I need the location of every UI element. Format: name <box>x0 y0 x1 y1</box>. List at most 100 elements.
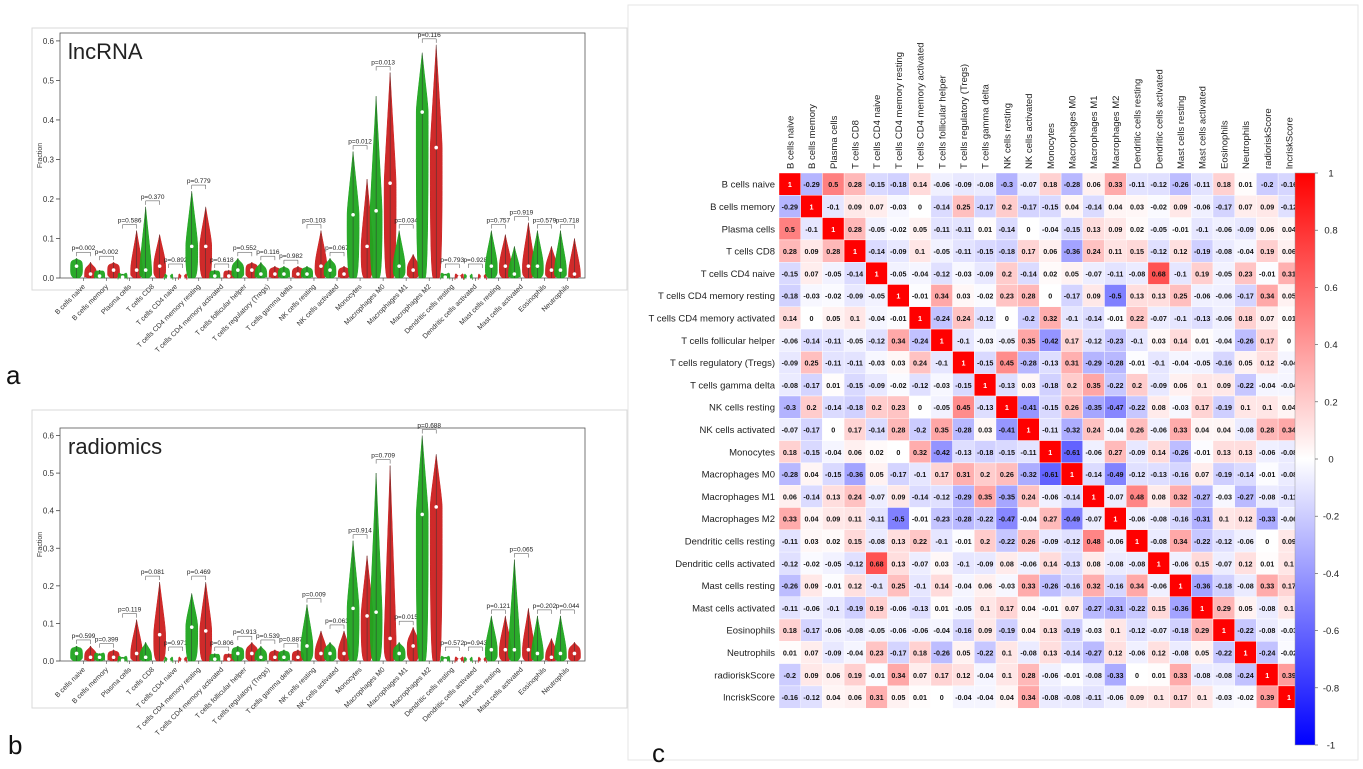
heatmap-value: 0.5 <box>785 225 795 234</box>
heatmap-value: 0.07 <box>913 671 927 680</box>
violin-median-point <box>512 647 517 652</box>
p-value-label: p=0.002 <box>95 249 119 256</box>
p-value-label: p=0.015 <box>394 614 418 621</box>
heatmap-value: -0.26 <box>1172 180 1188 189</box>
violin-median-point <box>305 272 309 276</box>
p-value-label: p=0.012 <box>348 139 372 146</box>
heatmap-value: -0.04 <box>912 269 928 278</box>
heatmap-value: 0.18 <box>913 648 927 657</box>
heatmap-value: 0.01 <box>913 693 927 702</box>
violin-median-point <box>143 268 148 272</box>
heatmap-value: -0.12 <box>847 559 863 568</box>
heatmap-value: -0.11 <box>869 515 885 524</box>
heatmap-value: -0.14 <box>1085 314 1101 323</box>
heatmap-value: -0.32 <box>1020 470 1036 479</box>
violin-median-point <box>97 274 102 278</box>
heatmap-value: -0.07 <box>912 559 928 568</box>
heatmap-value: -0.41 <box>1020 403 1036 412</box>
heatmap-value: 0.13 <box>1043 648 1057 657</box>
violin-median-point <box>282 272 286 276</box>
heatmap-value: -0.2 <box>784 671 796 680</box>
significance-bracket <box>491 609 506 614</box>
heatmap-value: -0.14 <box>825 403 841 412</box>
heatmap-value: -0.04 <box>977 693 993 702</box>
heatmap-value: 0.1 <box>1241 403 1251 412</box>
heatmap-value: 0.1 <box>1262 403 1272 412</box>
heatmap-row-label: NK cells activated <box>699 425 775 436</box>
heatmap-value: 0.03 <box>805 537 819 546</box>
heatmap-value: -0.16 <box>782 693 798 702</box>
heatmap-value: -0.29 <box>782 202 798 211</box>
violin-median-point <box>180 658 185 663</box>
heatmap-value: -0.24 <box>1259 648 1275 657</box>
heatmap-value: -0.5 <box>892 515 904 524</box>
heatmap-col-label: Mast cells activated <box>1198 86 1209 169</box>
heatmap-value: 0.05 <box>1239 604 1253 613</box>
heatmap-value: -0.04 <box>955 582 971 591</box>
heatmap-value: -0.28 <box>1020 359 1036 368</box>
colorbar-tick-label: 0.4 <box>1324 340 1337 351</box>
heatmap-value: -0.16 <box>1216 359 1232 368</box>
violin-median-point <box>558 651 563 656</box>
heatmap-value: -0.12 <box>1064 537 1080 546</box>
violin-median-point <box>111 268 116 272</box>
heatmap-value: 0.1 <box>1197 381 1207 390</box>
heatmap-value: 0.13 <box>1087 225 1101 234</box>
heatmap-value: -0.04 <box>1042 225 1058 234</box>
heatmap-value: 0.23 <box>1000 292 1014 301</box>
heatmap-value: 0.01 <box>1282 314 1296 323</box>
violin-median-point <box>157 264 162 268</box>
heatmap-value: -0.09 <box>782 359 798 368</box>
heatmap-value: -0.24 <box>912 336 928 345</box>
heatmap-value: -0.17 <box>1216 202 1232 211</box>
heatmap-value: 1 <box>1135 537 1139 546</box>
heatmap-value: -0.07 <box>1151 314 1167 323</box>
heatmap-value: 1 <box>896 292 900 301</box>
p-value-label: p=0.757 <box>486 218 510 225</box>
significance-bracket <box>168 646 183 651</box>
heatmap-value: 0.18 <box>1239 314 1253 323</box>
heatmap-value: -0.1 <box>827 202 839 211</box>
heatmap-value: -0.15 <box>977 247 993 256</box>
heatmap-value: 1 <box>940 336 944 345</box>
heatmap-value: -0.12 <box>934 492 950 501</box>
heatmap-row-label: NK cells resting <box>709 403 775 414</box>
heatmap-value: 1 <box>961 359 965 368</box>
violin-panel-a: lncRNA 0.0 0.1 0.2 0.3 0.4 0.5 0.6 Fraction p=0.0… <box>31 27 628 354</box>
violin-median-point <box>180 275 185 280</box>
heatmap-value: 0.05 <box>1065 269 1079 278</box>
p-value-label: p=0.044 <box>556 603 580 610</box>
heatmap-value: -0.11 <box>825 359 841 368</box>
heatmap-value: 0.15 <box>1195 559 1209 568</box>
heatmap-value: -0.35 <box>999 492 1015 501</box>
heatmap-value: -0.03 <box>890 202 906 211</box>
heatmap-value: -0.04 <box>825 448 841 457</box>
heatmap-value: 0.05 <box>826 314 840 323</box>
heatmap-value: -0.12 <box>868 336 884 345</box>
heatmap-value: 0.05 <box>1195 648 1209 657</box>
significance-bracket <box>375 66 391 71</box>
heatmap-value: -0.18 <box>977 448 993 457</box>
heatmap-col-label: Macrophages M2 <box>1111 96 1122 169</box>
heatmap-value: 0.13 <box>891 559 905 568</box>
heatmap-value: -0.1 <box>827 604 839 613</box>
heatmap-col-label: Monocytes <box>1046 123 1057 169</box>
violin-median-point <box>526 647 531 652</box>
heatmap-row-label: T cells CD4 memory activated <box>648 313 775 324</box>
heatmap-row-label: B cells memory <box>710 202 775 213</box>
violin-median-point <box>480 275 485 280</box>
violin-median-point <box>296 655 300 660</box>
heatmap-value: 0.03 <box>1152 336 1166 345</box>
heatmap-value: 0.04 <box>1022 626 1036 635</box>
heatmap-col-label: T cells regulatory (Tregs) <box>959 64 970 169</box>
heatmap-value: -0.11 <box>847 359 863 368</box>
heatmap-value: -0.12 <box>1129 626 1145 635</box>
y-tick-label: 0.6 <box>43 432 55 441</box>
significance-bracket <box>306 598 322 603</box>
heatmap-value: 0.17 <box>935 470 949 479</box>
heatmap-value: -0.2 <box>1022 314 1034 323</box>
heatmap-value: 0.08 <box>1152 403 1166 412</box>
significance-bracket <box>168 263 183 268</box>
y-axis-label: Fraction <box>37 143 44 168</box>
